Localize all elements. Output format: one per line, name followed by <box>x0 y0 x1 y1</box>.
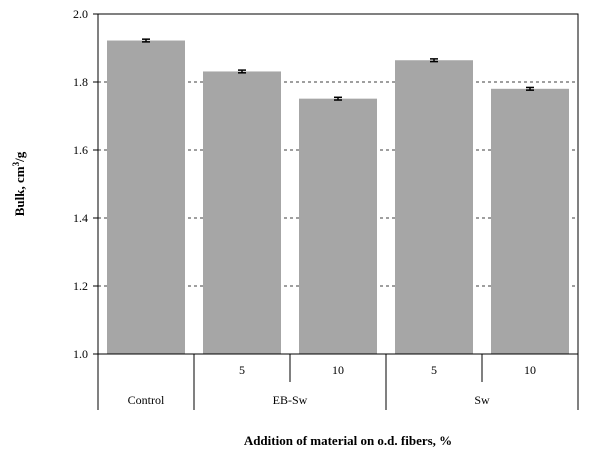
x-level-label: 5 <box>239 363 245 377</box>
y-tick-label: 1.8 <box>73 75 88 89</box>
bar <box>395 60 473 355</box>
bar <box>203 71 281 355</box>
bar <box>299 98 377 354</box>
y-tick-label: 2.0 <box>73 7 88 21</box>
y-tick-label: 1.0 <box>73 347 88 361</box>
bar <box>491 88 569 355</box>
y-axis-title: Bulk, cm3/g <box>11 151 27 216</box>
error-bars <box>142 38 534 101</box>
x-axis-title: Addition of material on o.d. fibers, % <box>244 433 452 448</box>
y-tick-label: 1.6 <box>73 143 88 157</box>
x-axis-categories: 5 10 5 10 Control EB-Sw Sw <box>97 354 579 410</box>
y-tick-label: 1.2 <box>73 279 88 293</box>
bar <box>107 40 185 355</box>
y-axis-ticks: 1.0 1.2 1.4 1.6 1.8 2.0 <box>73 7 98 361</box>
x-level-label: 5 <box>431 363 437 377</box>
x-group-label: Control <box>128 393 165 407</box>
y-tick-label: 1.4 <box>73 211 88 225</box>
x-level-label: 10 <box>524 363 536 377</box>
plot-frame <box>97 13 579 355</box>
x-group-label: EB-Sw <box>273 393 308 407</box>
x-level-label: 10 <box>332 363 344 377</box>
bars <box>107 40 569 355</box>
x-group-label: Sw <box>474 393 490 407</box>
